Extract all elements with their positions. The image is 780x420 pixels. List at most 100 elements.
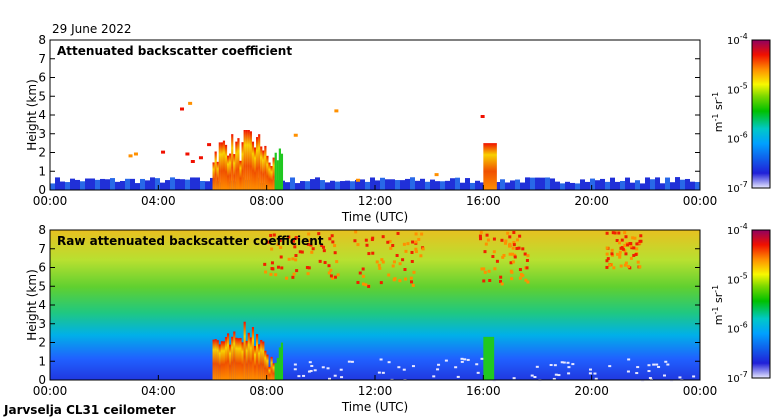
noise-cell <box>519 273 523 277</box>
cloud-column <box>262 150 265 190</box>
y-tick-label: 6 <box>38 71 46 85</box>
noise-cell <box>503 241 507 245</box>
top-plot-frame <box>49 39 701 191</box>
backscatter-cell <box>445 180 450 190</box>
noise-cell <box>618 253 622 257</box>
cloud-column <box>224 337 228 380</box>
noise-cell <box>295 269 299 273</box>
cloud-column <box>226 155 230 190</box>
cloud-column <box>262 341 265 380</box>
noise-cell <box>508 244 512 248</box>
top-y-axis: 0 1 2 3 4 5 6 7 8 <box>38 33 700 197</box>
y-tick-label: 6 <box>38 261 46 275</box>
cloud-column <box>253 147 257 190</box>
backscatter-cell <box>105 179 110 190</box>
noise-cell <box>636 260 640 264</box>
noise-cell <box>567 372 571 375</box>
noise-cell <box>615 239 619 243</box>
noise-cell <box>294 258 298 262</box>
noise-cell <box>617 231 621 235</box>
noise-cell <box>339 368 343 371</box>
noise-cell <box>488 278 492 282</box>
cloud-column <box>266 354 269 380</box>
noise-cell <box>375 260 379 264</box>
cloud-column <box>241 142 244 190</box>
cloud-column <box>239 160 242 190</box>
noise-cell <box>409 276 413 280</box>
backscatter-cell <box>285 182 290 190</box>
cloud-column <box>235 141 238 190</box>
cloud-column <box>239 338 242 380</box>
cloud-column <box>249 337 252 380</box>
noise-cell <box>326 367 330 370</box>
top-panel: Attenuated backscatter coefficient 0 1 2 3 4… <box>25 33 717 224</box>
noise-cell <box>612 266 616 270</box>
noise-cell <box>479 230 483 234</box>
noise-cell <box>509 261 513 265</box>
noise-cell <box>624 252 628 256</box>
noise-cell <box>517 246 521 250</box>
noise-cell <box>605 246 609 250</box>
backscatter-cell <box>410 177 415 190</box>
cloud-column <box>241 342 244 380</box>
x-tick-label: 12:00 <box>358 384 393 398</box>
backscatter-cell <box>685 178 690 190</box>
noise-cell <box>421 247 425 251</box>
noise-cell <box>333 374 337 377</box>
noise-cell <box>333 275 337 279</box>
noise-cell <box>266 240 270 244</box>
noise-cell <box>594 377 598 380</box>
colorbar-tick-label: 10-4 <box>727 222 748 237</box>
backscatter-cell <box>195 177 200 190</box>
top-colorbar-unit: m-1 sr-1 <box>711 92 725 132</box>
backscatter-cell <box>185 179 190 190</box>
noise-cell <box>436 368 440 371</box>
backscatter-cell <box>500 179 505 190</box>
cloud-column <box>260 146 263 190</box>
noise-cell <box>287 257 291 261</box>
cloud-speck <box>161 150 166 154</box>
noise-cell <box>620 246 624 250</box>
noise-cell <box>381 371 385 374</box>
noise-cell <box>611 231 615 235</box>
noise-cell <box>291 257 295 261</box>
noise-cell <box>297 375 301 378</box>
noise-cell <box>501 255 505 259</box>
noise-cell <box>526 254 530 258</box>
noise-cell <box>389 246 393 250</box>
cloud-column <box>483 336 495 380</box>
noise-cell <box>657 365 661 368</box>
noise-cell <box>613 231 617 235</box>
cloud-column <box>270 356 273 380</box>
noise-cell <box>692 375 696 378</box>
backscatter-cell <box>320 180 325 190</box>
noise-cell <box>666 363 670 366</box>
noise-cell <box>492 379 496 382</box>
cloud-column <box>280 342 284 380</box>
cloud-speck <box>128 154 133 158</box>
backscatter-cell <box>595 180 600 190</box>
noise-cell <box>460 357 464 360</box>
noise-cell <box>623 263 627 267</box>
noise-cell <box>412 270 416 274</box>
noise-cell <box>356 280 360 284</box>
backscatter-cell <box>585 181 590 190</box>
y-tick-label: 3 <box>38 127 46 141</box>
y-tick-label: 5 <box>38 279 46 293</box>
noise-cell <box>634 253 638 257</box>
noise-cell <box>329 268 333 272</box>
backscatter-cell <box>125 178 130 190</box>
backscatter-cell <box>555 181 560 190</box>
x-tick-label: 04:00 <box>141 194 176 208</box>
backscatter-cell <box>570 182 575 190</box>
noise-cell <box>322 249 326 253</box>
cloud-column <box>226 333 230 380</box>
top-x-axis: 00:00 04:00 08:00 12:00 16:00 20:00 00:00 <box>33 185 717 208</box>
backscatter-cell <box>310 179 315 190</box>
bottom-panel-title: Raw attenuated backscatter coefficient <box>57 234 324 248</box>
noise-cell <box>567 366 571 369</box>
noise-cell <box>475 363 479 366</box>
noise-cell <box>616 252 620 256</box>
noise-cell <box>276 265 280 269</box>
noise-cell <box>633 236 637 240</box>
